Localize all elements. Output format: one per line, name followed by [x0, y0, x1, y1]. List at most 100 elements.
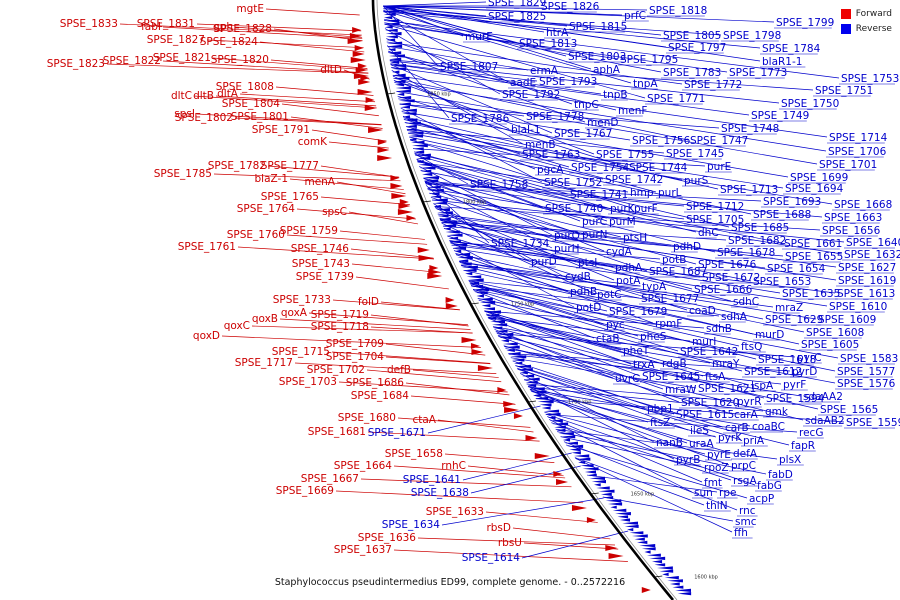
- reverse-gene-arrow: [591, 480, 606, 484]
- leader-line-rsga: [551, 422, 732, 481]
- leader-line-spse-1821: [212, 57, 368, 71]
- gene-label-spse-1654: SPSE_1654: [767, 263, 826, 275]
- leader-line-spse-1635: [449, 239, 781, 294]
- leader-line-sdaab2: [504, 346, 804, 421]
- forward-gene-arrow: [503, 401, 516, 407]
- gene-label-spse-1765: SPSE_1765: [261, 191, 319, 203]
- leader-line-spse-1654: [440, 220, 766, 269]
- leader-line-spse-1638: [470, 465, 581, 494]
- gene-label-blaz-1: blaZ-1: [255, 173, 289, 185]
- reverse-gene-arrow: [383, 12, 396, 16]
- leader-line-spse-1705: [425, 182, 685, 220]
- reverse-gene-arrow: [388, 54, 405, 58]
- forward-gene-arrow: [428, 269, 441, 275]
- leader-line-spse-1824: [259, 41, 365, 53]
- leader-line-spse-1640: [431, 199, 845, 243]
- gene-label-pbp1: pbp1: [647, 403, 674, 415]
- reverse-gene-arrow: [519, 371, 528, 375]
- gene-label-spse-1642: SPSE_1642: [680, 346, 738, 358]
- leader-line-spse-1760: [286, 234, 428, 245]
- gene-label-trxa: trxA: [633, 359, 655, 371]
- gene-label-purq: purQ: [554, 230, 580, 242]
- gene-label-spse-1645: SPSE_1645: [642, 371, 700, 383]
- gene-label-spse-1699: SPSE_1699: [790, 172, 848, 184]
- gene-label-spse-1583: SPSE_1583: [840, 353, 898, 365]
- reverse-gene-arrow: [452, 246, 467, 250]
- gene-label-qoxd: qoxD: [193, 330, 220, 342]
- gene-label-pyc: pyc: [606, 319, 625, 331]
- leader-line-spse-1658: [444, 453, 555, 463]
- gene-label-spse-1754: SPSE_1754: [571, 162, 630, 174]
- forward-gene-arrow: [354, 45, 364, 51]
- gene-label-carb: carB: [725, 422, 749, 434]
- gene-label-spse-1618: SPSE_1618: [758, 354, 816, 366]
- leader-line-spse-1633: [485, 511, 598, 523]
- gene-label-spse-1693: SPSE_1693: [763, 196, 821, 208]
- leader-line-spse-1615: [512, 360, 675, 415]
- reverse-gene-arrow: [392, 70, 400, 74]
- gene-label-pure: purE: [707, 161, 731, 173]
- leader-line-mgte: [265, 8, 360, 16]
- leader-line-tnpc: [386, 38, 573, 105]
- gene-label-thin: thiN: [706, 500, 728, 512]
- forward-gene-arrow: [525, 435, 538, 441]
- forward-gene-arrow: [360, 75, 370, 81]
- gene-label-plsx: plsX: [779, 454, 801, 466]
- reverse-gene-arrow: [644, 550, 651, 554]
- leader-line-blaz-1: [289, 178, 404, 190]
- reverse-gene-arrow: [651, 560, 663, 564]
- gene-label-spse-1759: SPSE_1759: [280, 225, 338, 237]
- gene-label-sun: sun: [694, 487, 713, 499]
- gene-label-spse-1608: SPSE_1608: [806, 327, 864, 339]
- leader-line-spse-1823: [106, 63, 369, 74]
- leader-line-fabg: [545, 413, 756, 486]
- gene-label-spse-1803: SPSE_1803: [568, 51, 626, 63]
- leader-line-dltc: [193, 95, 377, 109]
- reverse-gene-arrow: [646, 553, 661, 557]
- scale-tick-label: 1600 kbp: [694, 575, 718, 581]
- gene-label-ffh: ffh: [734, 527, 748, 539]
- reverse-gene-arrow: [527, 384, 537, 388]
- forward-gene-arrow: [350, 57, 366, 63]
- gene-label-spse-1751: SPSE_1751: [815, 85, 873, 97]
- leader-lines: [106, 1, 895, 562]
- reverse-gene-arrow: [383, 6, 396, 10]
- scale-tick: [387, 92, 396, 95]
- leader-line-fabd: [557, 431, 767, 475]
- leader-line-mray: [492, 326, 711, 364]
- reverse-gene-arrow: [387, 44, 403, 48]
- gene-label-spse-1681: SPSE_1681: [308, 426, 366, 438]
- leader-line-spse-1803: [383, 5, 567, 57]
- reverse-gene-arrow: [607, 502, 623, 506]
- gene-label-spse-1669: SPSE_1669: [276, 485, 334, 497]
- gene-label-rpmf: rpmF: [655, 318, 682, 330]
- reverse-gene-arrow: [525, 380, 538, 384]
- leader-line-uraa: [530, 390, 688, 444]
- gene-label-spse-1712: SPSE_1712: [686, 201, 744, 213]
- gene-label-spse-1755: SPSE_1755: [596, 149, 654, 161]
- reverse-gene-arrow: [483, 307, 495, 311]
- gene-label-acpp: acpP: [749, 493, 774, 505]
- gene-label-spse-1641: SPSE_1641: [403, 474, 461, 486]
- forward-gene-arrow: [504, 407, 520, 413]
- legend-label-forward: Forward: [855, 9, 892, 19]
- gene-label-spse-1702: SPSE_1702: [307, 364, 365, 376]
- leader-line-spse-1576: [487, 317, 836, 384]
- gene-label-spse-1653: SPSE_1653: [753, 276, 811, 288]
- leader-line-spse-1661: [420, 170, 783, 244]
- reverse-gene-arrow: [529, 387, 545, 391]
- gene-label-spse-1746: SPSE_1746: [291, 243, 350, 255]
- gene-label-spse-1718: SPSE_1718: [311, 321, 369, 333]
- forward-gene-arrow: [571, 505, 587, 511]
- reverse-gene-arrow: [567, 444, 584, 448]
- scale-ticks: 1850 kbp 1800 kbp 1750 kbp 1700 kbp 1650 kbp…: [387, 92, 718, 581]
- reverse-gene-arrow: [550, 419, 563, 423]
- gene-label-spse-1676: SPSE_1676: [698, 259, 757, 271]
- gene-label-spse-1679: SPSE_1679: [609, 306, 667, 318]
- leader-line-carb: [515, 365, 724, 428]
- gene-label-purf: purF: [634, 203, 658, 215]
- gene-label-spse-1822: SPSE_1822: [103, 55, 161, 67]
- gene-label-spse-1621: SPSE_1621: [698, 383, 756, 395]
- gene-label-spse-1610: SPSE_1610: [829, 301, 887, 313]
- leader-line-spse-1808: [275, 86, 374, 96]
